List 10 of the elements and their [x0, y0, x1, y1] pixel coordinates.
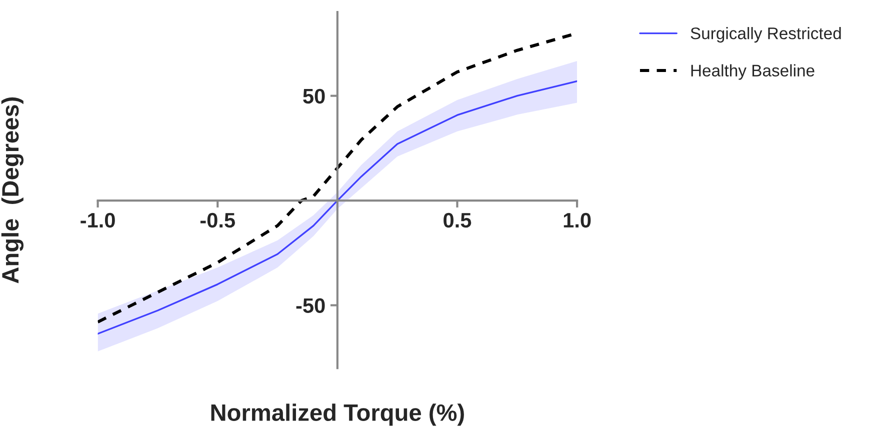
x-tick-label: -1.0	[80, 212, 115, 228]
y-tick-label: -50	[296, 298, 325, 314]
legend-label: Surgically Restricted	[690, 27, 841, 43]
x-tick-label: -0.5	[200, 212, 235, 228]
y-axis-title: Angle (Degrees)	[1, 97, 24, 284]
x-tick-label: 0.5	[444, 212, 472, 228]
y-tick-label: 50	[303, 88, 325, 104]
legend-label: Healthy Baseline	[691, 64, 814, 80]
x-axis-title: Normalized Torque (%)	[211, 404, 464, 426]
x-tick-label: 1.0	[564, 212, 591, 228]
